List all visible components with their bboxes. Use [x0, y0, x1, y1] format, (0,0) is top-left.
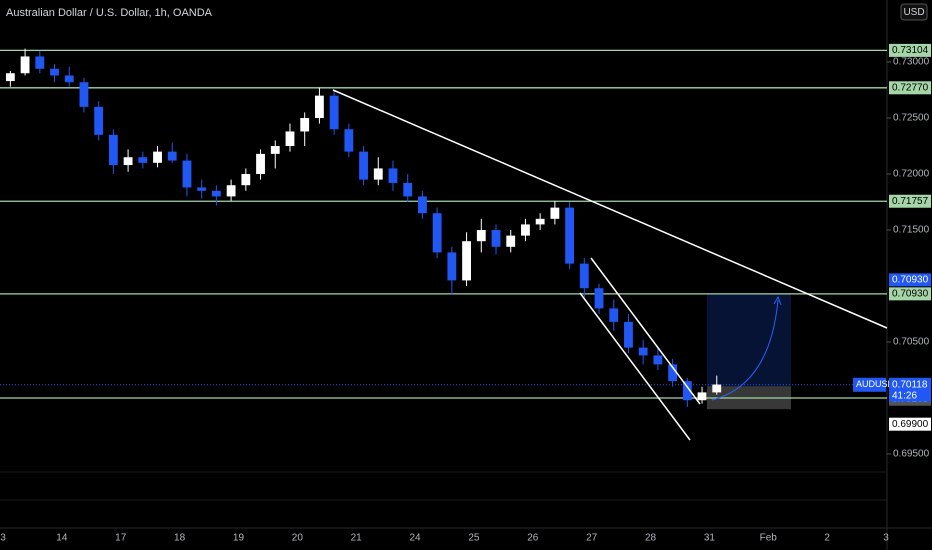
- y-tick-label: 0.69500: [893, 449, 930, 460]
- x-tick-label: 19: [233, 533, 245, 544]
- x-tick-label: 26: [527, 533, 539, 544]
- arrow-head: [773, 295, 782, 306]
- level-tag-bg: [889, 287, 931, 301]
- candle-body: [712, 384, 722, 393]
- candle-body: [521, 224, 530, 236]
- x-tick-label: 18: [174, 533, 186, 544]
- y-tick-label: 0.70500: [893, 337, 930, 348]
- x-tick-label: 28: [645, 533, 657, 544]
- target-tag: 0.70930: [892, 274, 929, 285]
- level-tag: 0.71757: [892, 196, 929, 207]
- candle-body: [609, 308, 619, 322]
- candle-body: [624, 321, 633, 348]
- candle-body: [123, 157, 133, 166]
- level-tag: 0.72770: [892, 82, 929, 93]
- y-tick-label: 0.73000: [893, 57, 930, 68]
- level-tag-bg: [889, 81, 931, 95]
- channel-line: [590, 257, 701, 405]
- trend-line: [332, 89, 888, 329]
- profit-zone: [707, 293, 791, 387]
- symbol-tag: AUDUSD: [856, 379, 895, 389]
- level-tag-bg: [889, 194, 931, 208]
- stop-tag-bg: [889, 417, 931, 431]
- candle-body: [64, 75, 74, 83]
- candle-body: [476, 230, 486, 242]
- candle-body: [94, 106, 104, 135]
- y-tick-label: 0.72500: [893, 113, 930, 124]
- candle-body: [50, 68, 59, 76]
- x-tick-label: 21: [351, 533, 363, 544]
- x-tick-label: 27: [586, 533, 598, 544]
- x-tick-label: 2: [824, 533, 830, 544]
- countdown: 41:26: [892, 390, 917, 401]
- x-tick-label: 17: [115, 533, 127, 544]
- candle-body: [653, 355, 663, 365]
- stop-tag: 0.69900: [892, 419, 929, 430]
- candle-body: [79, 82, 89, 107]
- candle-body: [270, 146, 280, 154]
- candle-body: [167, 151, 177, 161]
- candle-body: [314, 95, 324, 119]
- candle-body: [565, 207, 575, 264]
- candle-body: [403, 182, 413, 197]
- currency-badge[interactable]: [900, 3, 928, 21]
- chart-title: Australian Dollar / U.S. Dollar, 1h, OAN…: [6, 7, 213, 19]
- level-tag: 0.70930: [892, 288, 929, 299]
- candle-body: [300, 118, 310, 132]
- candle-body: [550, 207, 560, 219]
- level-tag: 0.73104: [892, 45, 929, 56]
- x-tick-label: 3: [0, 533, 6, 544]
- target-tag-bg: [889, 273, 931, 287]
- x-tick-label: 24: [410, 533, 422, 544]
- candle-body: [373, 168, 383, 180]
- candle-body: [638, 347, 648, 356]
- candle-body: [388, 168, 398, 183]
- channel-line: [579, 292, 691, 441]
- x-tick-label: 25: [468, 533, 480, 544]
- candle-body: [359, 151, 368, 180]
- candle-body: [241, 174, 251, 186]
- x-tick-label: 3: [883, 533, 889, 544]
- y-tick-label: 0.71500: [893, 225, 930, 236]
- candle-body: [682, 381, 692, 401]
- candle-body: [579, 263, 589, 289]
- candle-body: [447, 252, 457, 281]
- candle-body: [138, 157, 148, 163]
- symbol-tag-bg: [853, 377, 886, 392]
- candle-body: [697, 392, 707, 401]
- candle-body: [462, 241, 471, 281]
- candle-body: [35, 56, 45, 69]
- projection-arrow: [711, 299, 779, 401]
- x-tick-label: 14: [56, 533, 68, 544]
- candle-body: [108, 134, 118, 166]
- candle-body: [535, 218, 545, 225]
- currency-label: USD: [903, 7, 924, 18]
- candle-body: [182, 160, 192, 188]
- candle-body: [5, 73, 15, 82]
- candle-body: [344, 129, 354, 152]
- x-tick-label: Feb: [760, 533, 778, 544]
- candle-body: [226, 185, 236, 197]
- candle-body: [506, 235, 516, 247]
- candle-body: [153, 151, 162, 163]
- candle-body: [256, 153, 265, 175]
- candle-body: [197, 187, 207, 191]
- candle-body: [432, 213, 442, 253]
- x-tick-label: 31: [704, 533, 716, 544]
- current-tag-bg: [889, 377, 931, 402]
- candle-body: [594, 288, 604, 309]
- current-price: 0.70118: [892, 379, 928, 390]
- level-tag-bg: [889, 43, 931, 57]
- candle-body: [668, 364, 678, 382]
- candle-body: [20, 56, 30, 74]
- candle-body: [491, 230, 501, 247]
- y-tick-label: 0.72000: [893, 169, 930, 180]
- candle-body: [285, 131, 295, 147]
- candle-body: [329, 95, 339, 130]
- candle-body: [418, 196, 427, 214]
- candle-body: [211, 190, 221, 197]
- x-tick-label: 20: [292, 533, 304, 544]
